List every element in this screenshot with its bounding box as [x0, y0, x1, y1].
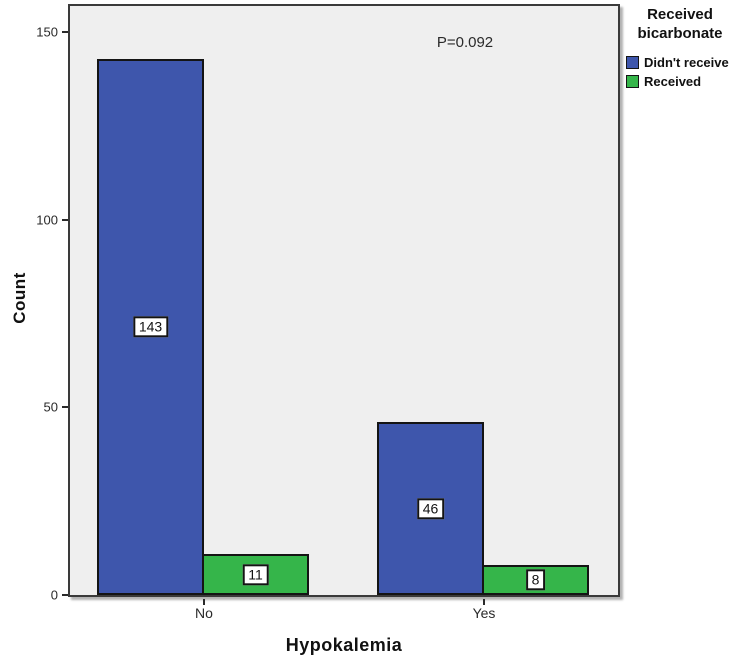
x-tick-label: Yes [472, 605, 496, 621]
legend-item-label: Received [644, 73, 702, 89]
y-tick-label: 0 [50, 587, 58, 603]
y-tick [62, 406, 68, 409]
bar-value-label: 143 [132, 316, 169, 338]
y-axis-title: Count [10, 272, 29, 324]
legend: Received bicarbonate Didn't receive Recei… [624, 6, 736, 93]
y-tick [62, 31, 68, 34]
legend-title: Received bicarbonate [637, 6, 723, 42]
p-value-annotation: P=0.092 [436, 34, 494, 51]
x-tick [203, 599, 205, 605]
legend-items: Didn't receive Received [624, 55, 736, 89]
x-tick-label: No [195, 605, 213, 621]
bar-value-label: 11 [242, 563, 269, 586]
bar-value-label: 8 [525, 569, 546, 591]
legend-swatch-didn-t-receive [626, 55, 639, 69]
y-tick-label: 50 [43, 399, 58, 415]
x-tick [483, 599, 485, 605]
y-tick [62, 594, 68, 596]
legend-swatch-received [626, 74, 639, 88]
y-tick-label: 150 [36, 24, 58, 40]
y-tick-label: 100 [36, 212, 58, 228]
legend-item-received: Received [624, 74, 736, 89]
bar-value-label: 46 [416, 497, 445, 520]
legend-item-didn-t-receive: Didn't receive [624, 55, 736, 70]
legend-item-label: Didn't receive [644, 54, 729, 70]
x-axis-title: Hypokalemia [285, 635, 403, 655]
y-tick [62, 218, 68, 221]
plot-area: P=0.092 143 11 46 8 [68, 4, 620, 597]
